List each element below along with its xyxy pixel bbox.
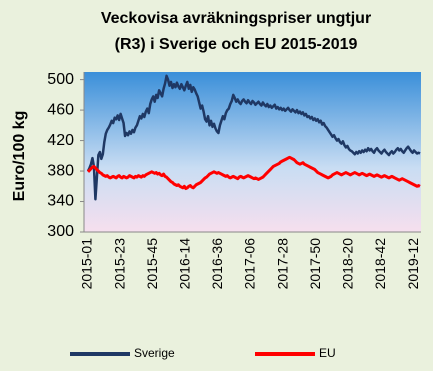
- x-tick-label: 2018-42: [372, 238, 388, 290]
- x-tick-label: 2015-23: [111, 238, 127, 290]
- x-tick-label: 2018-20: [340, 238, 356, 290]
- chart-title: Veckovisa avräkningspriser ungtjur: [101, 10, 371, 27]
- x-tick-label: 2017-06: [242, 238, 258, 290]
- y-tick-label: 340: [47, 193, 74, 210]
- y-tick-label: 420: [47, 132, 74, 149]
- series-line: [86, 74, 421, 201]
- y-tick-label: 460: [47, 101, 74, 118]
- legend-label: EU: [319, 346, 336, 360]
- y-tick-label: 500: [47, 71, 74, 88]
- x-tick-label: 2015-01: [79, 238, 95, 290]
- legend-label: Sverige: [134, 346, 175, 360]
- x-tick-label: 2016-14: [177, 238, 193, 290]
- x-tick-label: 2015-45: [144, 238, 160, 290]
- y-axis-label: Euro/100 kg: [11, 111, 28, 202]
- plot-area: [84, 72, 421, 232]
- x-tick-label: 2016-36: [209, 238, 225, 290]
- y-tick-label: 300: [47, 223, 74, 240]
- x-tick-label: 2017-28: [274, 238, 290, 290]
- x-tick-label: 2019-12: [405, 238, 421, 290]
- series-line: [86, 155, 421, 191]
- chart-subtitle: (R3) i Sverige och EU 2015-2019: [115, 36, 358, 53]
- x-tick-label: 2017-50: [307, 238, 323, 290]
- y-tick-label: 380: [47, 162, 74, 179]
